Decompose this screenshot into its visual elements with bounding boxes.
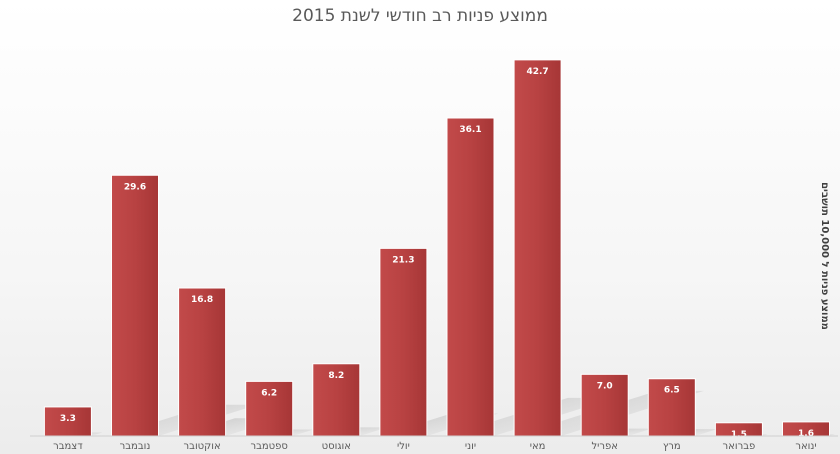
bar bbox=[446, 117, 495, 437]
bar-data-label: 36.1 bbox=[459, 125, 481, 135]
x-tick-label: ספטמבר bbox=[250, 441, 287, 452]
bar bbox=[245, 380, 294, 437]
x-tick-label: מרץ bbox=[663, 441, 681, 452]
bar-data-label: 42.7 bbox=[526, 67, 548, 77]
bar-data-label: 21.3 bbox=[392, 255, 414, 265]
bar-data-label: 7.0 bbox=[597, 381, 613, 391]
x-tick-label: אוגוסט bbox=[322, 441, 351, 452]
bars bbox=[43, 59, 830, 437]
bar bbox=[513, 59, 562, 437]
bar-data-label: 29.6 bbox=[124, 182, 146, 192]
bar bbox=[178, 287, 227, 437]
x-tick-label: אפריל bbox=[591, 441, 618, 452]
y-axis-label: ממוצע פניות ל 10,000 תושבים bbox=[819, 182, 830, 330]
bar bbox=[379, 247, 428, 437]
bar-data-label: 6.5 bbox=[664, 386, 680, 396]
bar-data-label: 16.8 bbox=[191, 295, 213, 305]
bar-data-label: 1.6 bbox=[798, 429, 814, 439]
data-labels: 1.6 1.5 6.5 7.0 42.7 36.1 21.3 8.2 6.2 16.8 29.6 3.… bbox=[60, 67, 814, 440]
x-tick-label: פברואר bbox=[723, 441, 756, 452]
bar-data-label: 3.3 bbox=[60, 414, 76, 424]
bar bbox=[111, 174, 159, 437]
x-axis-ticks: ינואר פברואר מרץ אפריל מאי יוני יולי אוגוסט ספטמ… bbox=[53, 441, 817, 452]
x-tick-label: נובמבר bbox=[120, 441, 151, 452]
x-tick-label: יוני bbox=[465, 441, 476, 452]
bar bbox=[312, 363, 361, 437]
bar bbox=[647, 378, 696, 437]
bar-data-label: 1.5 bbox=[731, 430, 747, 440]
bar bbox=[580, 373, 629, 437]
bar-data-label: 6.2 bbox=[261, 388, 277, 398]
x-tick-label: אוקטובר bbox=[184, 441, 221, 452]
x-tick-label: ינואר bbox=[795, 441, 816, 452]
chart-title: ממוצע פניות רב חודשי לשנת 2015 bbox=[292, 6, 548, 26]
x-tick-label: דצמבר bbox=[53, 441, 83, 452]
bar-data-label: 8.2 bbox=[328, 371, 344, 381]
x-tick-label: יולי bbox=[397, 441, 410, 452]
x-tick-label: מאי bbox=[530, 441, 546, 452]
